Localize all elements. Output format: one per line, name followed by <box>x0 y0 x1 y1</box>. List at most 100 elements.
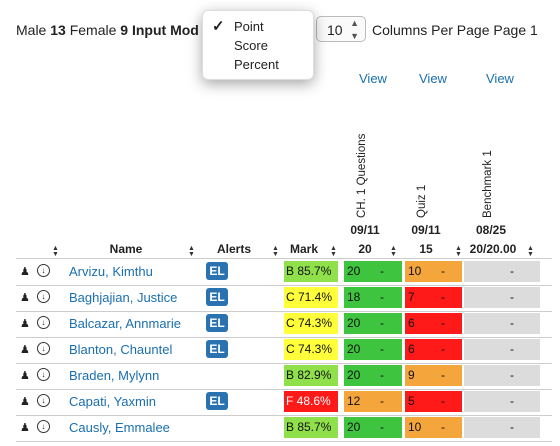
student-name-link[interactable]: Causly, Emmalee <box>69 420 170 435</box>
student-name-link[interactable]: Baghjajian, Justice <box>69 290 178 305</box>
sort-icon[interactable]: ▲ ▼ <box>455 245 462 258</box>
header-name[interactable]: Name <box>109 242 143 256</box>
columns-label-text: Columns Per Page <box>372 22 490 38</box>
score-dash: - <box>441 290 445 304</box>
score-dash: - <box>510 290 514 304</box>
score-cell[interactable]: 18 - <box>344 287 402 308</box>
row-divider <box>16 311 552 312</box>
menu-option-point[interactable]: Point <box>234 19 264 34</box>
download-icon[interactable]: ↓ <box>37 342 50 355</box>
male-count: 13 <box>50 22 66 38</box>
row-divider <box>16 337 552 338</box>
score-cell[interactable]: 20 - <box>344 365 402 386</box>
table-row: ♟ ↓ Balcazar, Annmarie EL C 74.3% 20-6- - <box>0 312 560 338</box>
score-dash: - <box>510 394 514 408</box>
mark-cell: F 48.6% <box>284 391 338 412</box>
view-link-quiz1[interactable]: View <box>419 71 447 86</box>
user-icon[interactable]: ♟ <box>20 396 30 408</box>
assessment-points-benchmark1: 20/20.00 <box>469 242 517 256</box>
assessment-date-ch1: 09/11 <box>350 223 380 237</box>
table-row: ♟ ↓ Braden, Mylynn B 82.9% 20-9- - <box>0 364 560 390</box>
score-dash: - <box>441 342 445 356</box>
user-icon[interactable]: ♟ <box>20 344 30 356</box>
score-dash: - <box>510 368 514 382</box>
female-count: 9 <box>120 22 129 38</box>
header-mark[interactable]: Mark <box>289 242 318 256</box>
score-cell[interactable]: 12 - <box>344 391 402 412</box>
score-dash: - <box>510 316 514 330</box>
download-icon[interactable]: ↓ <box>37 290 50 303</box>
score-cell[interactable]: - <box>464 365 540 386</box>
score-value: 5 <box>408 394 415 408</box>
score-cell[interactable]: - <box>464 417 540 438</box>
sort-icon[interactable]: ▲ ▼ <box>330 245 337 258</box>
menu-option-score[interactable]: Score <box>234 38 268 53</box>
row-divider <box>16 363 552 364</box>
table-row: ♟ ↓ Capati, Yaxmin EL F 48.6% 12-5- - <box>0 390 560 416</box>
score-cell[interactable]: 20 - <box>344 313 402 334</box>
assessment-title-quiz1[interactable]: Quiz 1 <box>416 184 428 218</box>
score-cell[interactable]: 6- <box>405 313 462 334</box>
student-name-link[interactable]: Capati, Yaxmin <box>69 394 156 409</box>
score-cell[interactable]: - <box>464 391 540 412</box>
student-name-link[interactable]: Blanton, Chauntel <box>69 342 173 357</box>
sort-icon[interactable]: ▲ ▼ <box>52 245 59 258</box>
score-cell[interactable]: 10 - <box>405 417 462 438</box>
user-icon[interactable]: ♟ <box>20 292 30 304</box>
sort-icon[interactable]: ▲ ▼ <box>188 245 195 258</box>
score-dash: - <box>441 420 445 434</box>
el-alert-badge: EL <box>206 340 228 358</box>
mark-cell: C 74.3% <box>284 339 338 360</box>
sort-icon[interactable]: ▲ ▼ <box>272 245 279 258</box>
user-icon[interactable]: ♟ <box>20 370 30 382</box>
score-cell[interactable]: - <box>464 261 540 282</box>
download-icon[interactable]: ↓ <box>37 368 50 381</box>
input-mode-menu[interactable]: ✓ Point Score Percent <box>202 10 314 80</box>
user-icon[interactable]: ♟ <box>20 318 30 330</box>
check-icon: ✓ <box>212 18 225 35</box>
header-divider <box>16 258 552 259</box>
student-name-link[interactable]: Balcazar, Annmarie <box>69 316 182 331</box>
assessment-date-benchmark1: 08/25 <box>475 223 507 237</box>
download-icon[interactable]: ↓ <box>37 264 50 277</box>
row-divider <box>16 285 552 286</box>
view-link-benchmark1[interactable]: View <box>486 71 514 86</box>
score-dash: - <box>380 368 384 382</box>
download-icon[interactable]: ↓ <box>37 420 50 433</box>
score-cell[interactable]: 9- <box>405 365 462 386</box>
chevron-updown-icon: ▲ ▼ <box>350 18 359 41</box>
menu-option-percent[interactable]: Percent <box>234 57 279 72</box>
student-name-link[interactable]: Braden, Mylynn <box>69 368 160 383</box>
score-cell[interactable]: 20 - <box>344 417 402 438</box>
assessment-points-ch1: 20 <box>358 242 372 256</box>
score-cell[interactable]: 6- <box>405 339 462 360</box>
score-value: 7 <box>408 290 415 304</box>
score-dash: - <box>380 316 384 330</box>
assessment-title-ch1[interactable]: CH. 1 Questions <box>356 133 368 218</box>
score-cell[interactable]: - <box>464 313 540 334</box>
score-cell[interactable]: 7- <box>405 287 462 308</box>
score-cell[interactable]: - <box>464 287 540 308</box>
header-alerts[interactable]: Alerts <box>216 242 251 256</box>
score-cell[interactable]: 20 - <box>344 339 402 360</box>
sort-icon[interactable]: ▲ ▼ <box>527 245 534 258</box>
download-icon[interactable]: ↓ <box>37 316 50 329</box>
score-cell[interactable]: 5- <box>405 391 462 412</box>
score-value: 10 <box>408 264 422 278</box>
table-row: ♟ ↓ Causly, Emmalee B 85.7% 20 - 10 - - <box>0 416 560 442</box>
score-value: 10 <box>408 420 422 434</box>
download-icon[interactable]: ↓ <box>37 394 50 407</box>
columns-per-page-select[interactable]: 10 ▲ ▼ <box>316 16 366 42</box>
assessment-title-benchmark1[interactable]: Benchmark 1 <box>482 150 494 218</box>
score-cell[interactable]: 10 - <box>405 261 462 282</box>
assessment-date-quiz1: 09/11 <box>411 223 441 237</box>
view-link-ch1[interactable]: View <box>359 71 387 86</box>
sort-icon[interactable]: ▲ ▼ <box>390 245 397 258</box>
score-cell[interactable]: 20 - <box>344 261 402 282</box>
mark-cell: C 71.4% <box>284 287 338 308</box>
user-icon[interactable]: ♟ <box>20 266 30 278</box>
score-dash: - <box>510 420 514 434</box>
user-icon[interactable]: ♟ <box>20 422 30 434</box>
score-cell[interactable]: - <box>464 339 540 360</box>
student-name-link[interactable]: Arvizu, Kimthu <box>69 264 153 279</box>
